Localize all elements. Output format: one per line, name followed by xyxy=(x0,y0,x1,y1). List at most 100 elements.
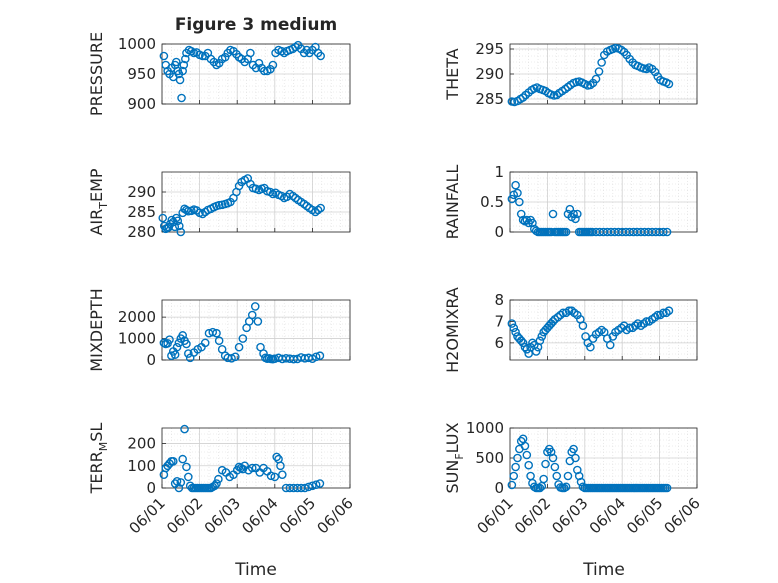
data-point xyxy=(567,306,577,316)
data-point xyxy=(511,462,520,472)
axes-box xyxy=(509,299,698,361)
y-tick-label: 100 xyxy=(127,457,156,475)
data-point xyxy=(208,327,218,337)
data-point xyxy=(170,350,180,359)
data-point xyxy=(511,180,520,190)
y-tick-label: 285 xyxy=(475,90,504,108)
data-point xyxy=(573,209,582,219)
data-point xyxy=(178,331,187,340)
y-axis-label: MIXDEPTH xyxy=(87,288,106,371)
data-point xyxy=(311,352,321,362)
data-point xyxy=(605,340,615,350)
y-tick-label: 290 xyxy=(127,183,156,201)
data-point xyxy=(513,188,522,198)
data-point xyxy=(214,474,223,484)
y-tick-label: 6 xyxy=(494,334,504,352)
data-point xyxy=(594,67,604,76)
y-axis-label: H2OMIXRA xyxy=(443,287,462,373)
data-point xyxy=(182,339,191,349)
data-point xyxy=(167,351,176,361)
subplot-2: 285 290 295 THETA xyxy=(443,40,698,108)
x-axis-title-right: Time xyxy=(582,560,625,580)
data-point xyxy=(238,334,248,343)
y-tick-label: 1000 xyxy=(466,419,504,437)
x-tick-label: 06/01 xyxy=(126,494,169,537)
x-tick-label: 06/02 xyxy=(511,494,554,537)
data-point xyxy=(247,463,257,473)
x-tick-label: 06/04 xyxy=(238,494,281,537)
data-point xyxy=(528,338,537,348)
data-point xyxy=(535,336,545,346)
data-point xyxy=(583,338,593,348)
y-tick-label: 0 xyxy=(494,223,504,241)
y-tick-label: 1000 xyxy=(118,35,156,53)
data-point xyxy=(171,57,181,67)
data-point xyxy=(535,483,545,493)
data-point xyxy=(563,471,573,481)
subplot-1: 900 950 1000 PRESSURE xyxy=(87,32,351,116)
data-point xyxy=(300,483,310,493)
data-point xyxy=(304,482,313,492)
data-point xyxy=(524,460,534,470)
data-point xyxy=(268,60,278,70)
data-point xyxy=(597,58,606,67)
x-tick-label: 06/06 xyxy=(661,494,704,537)
data-point xyxy=(315,479,325,488)
data-point xyxy=(571,214,580,224)
y-tick-label: 950 xyxy=(127,65,156,83)
data-point xyxy=(548,209,558,219)
data-point xyxy=(531,347,541,356)
data-point xyxy=(546,447,556,457)
y-tick-label: 200 xyxy=(127,435,156,453)
data-point xyxy=(662,483,672,493)
y-tick-label: 7 xyxy=(494,312,504,330)
subplot-5: 0 1000 2000 MIXDEPTH xyxy=(87,288,351,372)
data-point xyxy=(650,312,660,322)
data-point xyxy=(176,227,186,237)
data-point xyxy=(509,323,519,333)
data-point xyxy=(518,93,528,102)
data-point xyxy=(184,206,193,216)
data-point xyxy=(576,477,586,487)
data-point xyxy=(507,194,517,204)
data-point xyxy=(553,312,563,322)
data-point xyxy=(234,342,244,352)
y-tick-label: 900 xyxy=(127,95,156,113)
data-point xyxy=(210,481,219,491)
y-tick-label: 0.5 xyxy=(480,193,504,211)
y-tick-label: 2000 xyxy=(118,308,156,326)
data-point xyxy=(181,54,190,64)
data-point xyxy=(571,453,580,463)
y-tick-label: 0 xyxy=(146,479,156,497)
data-point xyxy=(200,338,210,348)
data-point xyxy=(178,66,187,76)
data-point xyxy=(272,452,281,462)
y-axis-label: PRESSURE xyxy=(87,32,106,116)
y-tick-label: 1000 xyxy=(118,330,156,348)
data-point xyxy=(316,203,325,213)
data-point xyxy=(630,321,640,331)
data-point xyxy=(586,342,595,352)
data-point xyxy=(518,338,528,348)
y-tick-label: 290 xyxy=(475,65,504,83)
data-point xyxy=(158,213,168,223)
data-point xyxy=(253,317,263,326)
data-point xyxy=(174,483,184,493)
y-axis-label: SUNFLUX xyxy=(443,422,466,493)
data-point xyxy=(179,60,189,70)
data-point xyxy=(569,444,578,454)
data-point xyxy=(227,353,236,363)
data-point xyxy=(184,472,193,482)
y-tick-label: 0 xyxy=(146,351,156,369)
y-tick-label: 500 xyxy=(475,449,504,467)
x-tick-label: 06/06 xyxy=(314,494,357,537)
data-point xyxy=(172,342,182,352)
data-point xyxy=(220,52,230,62)
data-point xyxy=(594,327,604,337)
data-point xyxy=(231,352,240,362)
data-point xyxy=(556,310,565,320)
data-point xyxy=(664,306,674,316)
data-point xyxy=(513,453,522,463)
data-point xyxy=(276,461,285,471)
